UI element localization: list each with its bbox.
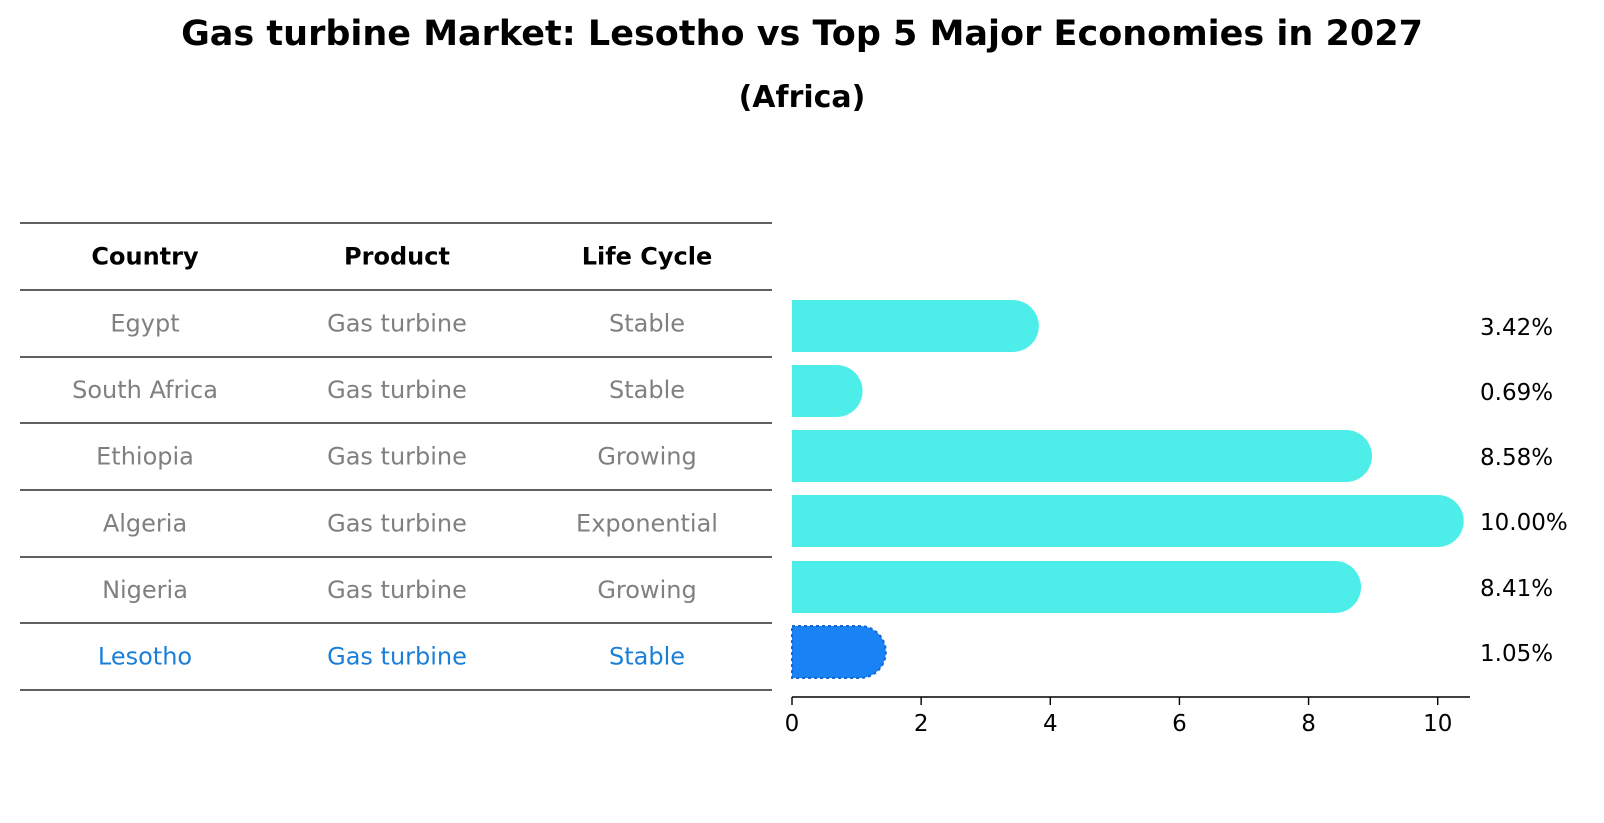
header-life-cycle: Life Cycle: [582, 243, 713, 271]
table-cell-product: Gas turbine: [327, 443, 467, 471]
data-table: Country Product Life Cycle Egypt Gas turbine…: [20, 222, 772, 691]
bar-algeria: [792, 495, 1464, 547]
value-label: 8.41%: [1480, 576, 1553, 602]
x-tick-label: 8: [1301, 711, 1316, 737]
x-tick-label: 4: [1043, 711, 1058, 737]
value-label: 3.42%: [1480, 315, 1553, 341]
table-cell-product: Gas turbine: [327, 510, 467, 538]
value-label: 8.58%: [1480, 445, 1553, 471]
table-cell-product: Gas turbine: [327, 643, 467, 671]
bar-nigeria: [792, 561, 1362, 613]
header-product: Product: [344, 243, 450, 271]
table-cell-life-cycle: Growing: [597, 443, 696, 471]
table-cell-life-cycle: Growing: [597, 576, 696, 604]
value-label: 10.00%: [1480, 510, 1568, 536]
bar-lesotho: [792, 626, 886, 678]
table-cell-product: Gas turbine: [327, 310, 467, 338]
x-tick-label: 10: [1423, 711, 1452, 737]
table-cell-product: Gas turbine: [327, 576, 467, 604]
table-cell-country: Ethiopia: [96, 443, 194, 471]
table-cell-country: Nigeria: [102, 576, 188, 604]
bar-south-africa: [792, 365, 863, 417]
table-cell-life-cycle: Exponential: [576, 510, 718, 538]
table-cell-country: South Africa: [72, 376, 218, 404]
table-cell-life-cycle: Stable: [609, 310, 685, 338]
x-tick-label: 6: [1172, 711, 1187, 737]
table-cell-country: Algeria: [103, 510, 187, 538]
bar-plot: 3.42% 0.69% 8.58% 10.00% 8.41% 1.05% 0 2 4 6 8 10: [785, 300, 1568, 737]
bar-highlight-outline: [791, 625, 887, 679]
table-cell-product: Gas turbine: [327, 376, 467, 404]
value-label: 1.05%: [1480, 641, 1553, 667]
x-tick-label: 2: [914, 711, 929, 737]
table-cell-life-cycle: Stable: [609, 643, 685, 671]
chart-subtitle: (Africa): [738, 80, 866, 115]
bar-egypt: [792, 300, 1039, 352]
value-label: 0.69%: [1480, 380, 1553, 406]
x-tick-label: 0: [785, 711, 800, 737]
table-cell-life-cycle: Stable: [609, 376, 685, 404]
table-cell-country: Lesotho: [98, 643, 192, 671]
header-country: Country: [91, 243, 199, 271]
chart-title: Gas turbine Market: Lesotho vs Top 5 Maj…: [181, 14, 1423, 54]
bar-ethiopia: [792, 430, 1373, 482]
table-cell-country: Egypt: [110, 310, 179, 338]
